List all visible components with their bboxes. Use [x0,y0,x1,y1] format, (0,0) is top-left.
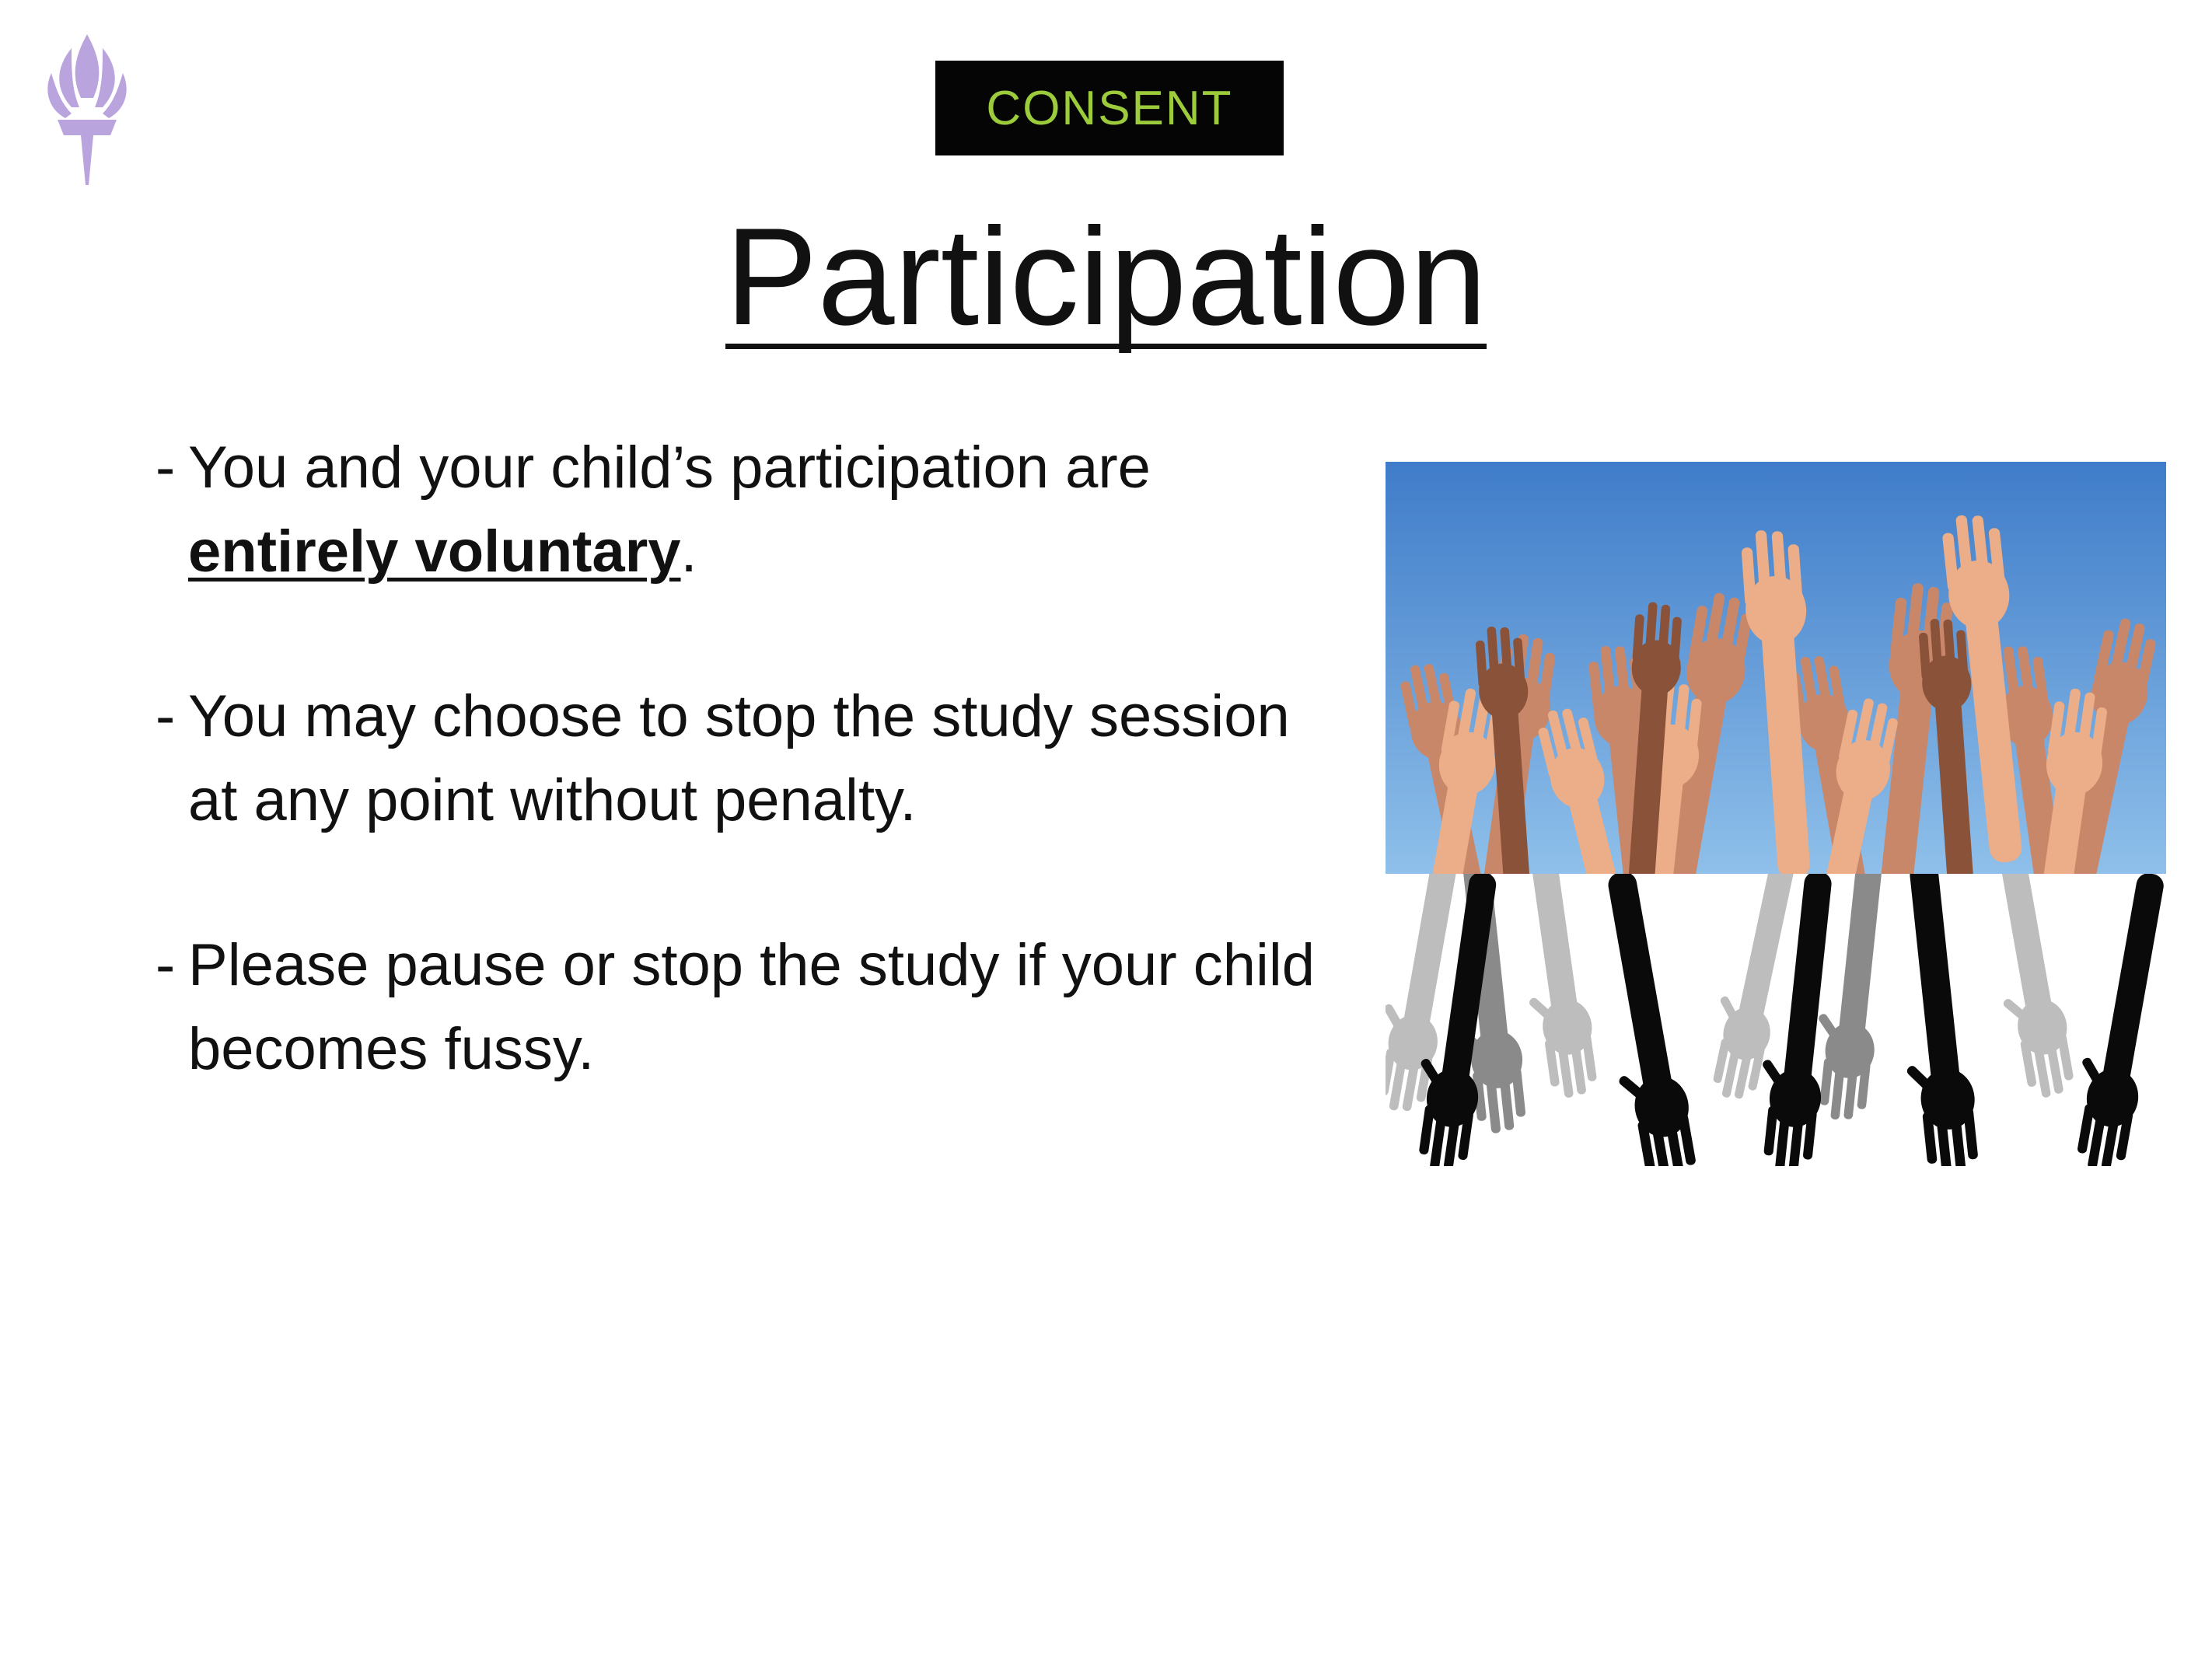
bullet-dash: - [156,932,176,998]
section-tag: CONSENT [935,61,1284,155]
raised-hands-image [1386,462,2166,1166]
bullet-text: Please pause or stop the study if your c… [188,932,1316,1082]
bullet-text: You may choose to stop the study session… [188,683,1290,833]
bullet-item-pause: - Please pause or stop the study if your… [156,924,1353,1091]
bullet-text-tail: . [680,519,697,585]
bullet-emphasis: entirely voluntary [188,519,681,585]
bullet-dash: - [156,683,176,749]
section-tag-label: CONSENT [986,81,1233,135]
bullet-dash: - [156,435,176,501]
bullet-list: - You and your child’s participation are… [156,426,1353,1172]
bullet-item-voluntary: - You and your child’s participation are… [156,426,1353,594]
bullet-text-lead: You and your child’s participation are [188,435,1151,501]
slide-title: Participation [0,201,2212,353]
slide-title-text: Participation [725,199,1487,354]
bullet-item-stop: - You may choose to stop the study sessi… [156,675,1353,843]
torch-icon [47,34,127,185]
